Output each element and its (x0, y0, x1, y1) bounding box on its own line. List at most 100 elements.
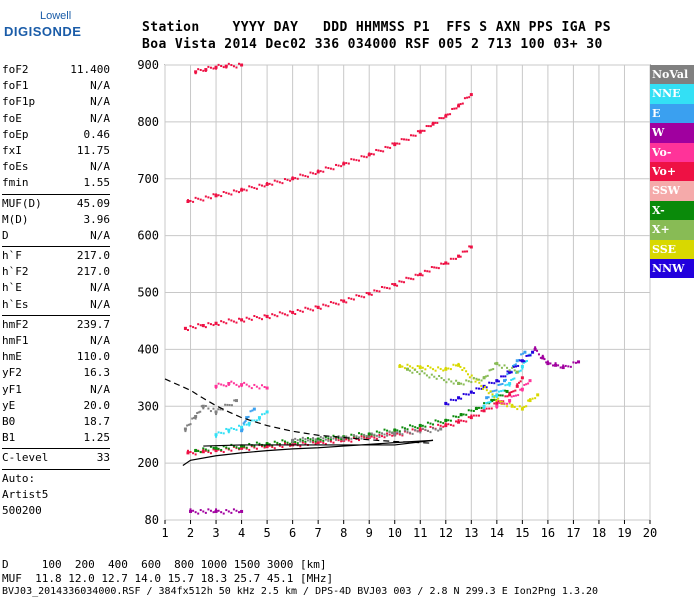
echo-sample (192, 509, 195, 512)
echo-sample (296, 177, 299, 180)
echo-sample (506, 383, 509, 386)
echo-sample (517, 381, 520, 384)
echo-sample (289, 179, 292, 182)
echo-sample (232, 320, 235, 323)
echo-sample (405, 138, 408, 141)
echo-sample (329, 301, 332, 304)
param-name: C-level (2, 451, 49, 465)
echo-sample (207, 407, 210, 410)
echo-sample (255, 385, 258, 388)
echo-point (214, 449, 218, 453)
echo-sample (386, 146, 389, 149)
echo-sample (429, 425, 432, 428)
echo-point (469, 245, 473, 249)
echo-sample (261, 445, 263, 448)
echo-sample (518, 370, 521, 373)
echo-point (508, 382, 512, 385)
echo-sample (319, 440, 322, 443)
echo-sample (324, 304, 327, 307)
echo-sample (197, 512, 200, 515)
param-name: MUF(D) (2, 196, 42, 210)
echo-sample (283, 178, 286, 181)
echo-sample (225, 509, 228, 512)
echo-sample (498, 402, 501, 405)
echo-sample (477, 406, 480, 409)
echo-sample (194, 196, 197, 199)
echo-sample (439, 424, 442, 427)
echo-sample (416, 365, 419, 368)
param-row: fmin 1.55 (2, 175, 110, 191)
echo-sample (519, 359, 522, 362)
echo-sample (204, 511, 207, 514)
echo-sample (493, 395, 496, 398)
param-divider (2, 193, 110, 195)
echo-sample (268, 444, 271, 447)
param-name: yF2 (2, 366, 22, 380)
echo-sample (437, 420, 440, 423)
echo-sample (403, 429, 406, 432)
x-tick-label: 8 (340, 526, 347, 540)
echo-sample (375, 437, 378, 440)
echo-sample (497, 380, 500, 383)
echo-sample (383, 433, 386, 436)
echo-sample (480, 384, 483, 387)
echo-sample (435, 377, 438, 380)
echo-point (265, 445, 269, 449)
echo-sample (459, 365, 462, 368)
echo-sample (485, 386, 488, 389)
echo-sample (194, 453, 197, 456)
echo-sample (438, 117, 441, 120)
echo-sample (406, 430, 409, 433)
echo-point (485, 396, 489, 400)
echo-sample (202, 199, 205, 202)
echo-sample (184, 430, 187, 433)
echo-sample (327, 167, 330, 170)
footer-file-line: BVJ03_2014336034000.RSF / 384fx512h 50 k… (2, 586, 599, 597)
echo-point (393, 432, 397, 436)
echo-sample (219, 408, 222, 411)
echo-sample (289, 442, 292, 445)
echo-point (469, 390, 473, 394)
header-values: Boa Vista 2014 Dec02 336 034000 RSF 005 … (142, 37, 603, 52)
echo-point (265, 410, 269, 414)
echo-sample (337, 439, 340, 442)
echo-sample (389, 146, 392, 149)
echo-point (201, 450, 205, 454)
echo-sample (329, 440, 332, 443)
echo-sample (202, 448, 205, 451)
echo-sample (322, 303, 325, 306)
echo-sample (258, 442, 261, 445)
echo-sample (304, 438, 307, 441)
echo-sample (491, 393, 494, 396)
echo-sample (424, 425, 427, 428)
echo-point (393, 428, 397, 432)
echo-sample (380, 285, 383, 288)
echo-sample (514, 394, 517, 397)
echo-sample (485, 401, 488, 404)
echo-sample (306, 437, 309, 440)
echo-sample (273, 314, 276, 317)
echo-sample (312, 309, 315, 312)
echo-point (515, 359, 519, 363)
echo-sample (322, 441, 325, 444)
echo-point (474, 407, 478, 411)
echo-sample (465, 370, 468, 373)
echo-point (457, 104, 461, 108)
echo-sample (452, 257, 455, 260)
echo-sample (222, 66, 225, 69)
echo-sample (461, 102, 464, 105)
echo-sample (506, 402, 509, 405)
echo-sample (391, 432, 394, 435)
echo-point (495, 379, 499, 383)
echo-sample (483, 407, 486, 410)
echo-sample (499, 394, 502, 397)
echo-sample (263, 445, 266, 448)
echo-point (342, 162, 346, 166)
echo-sample (462, 420, 465, 423)
echo-sample (439, 421, 442, 424)
echo-sample (238, 191, 241, 194)
echo-point (214, 433, 218, 437)
echo-sample (242, 422, 245, 425)
echo-sample (396, 430, 399, 433)
echo-point (393, 283, 397, 287)
